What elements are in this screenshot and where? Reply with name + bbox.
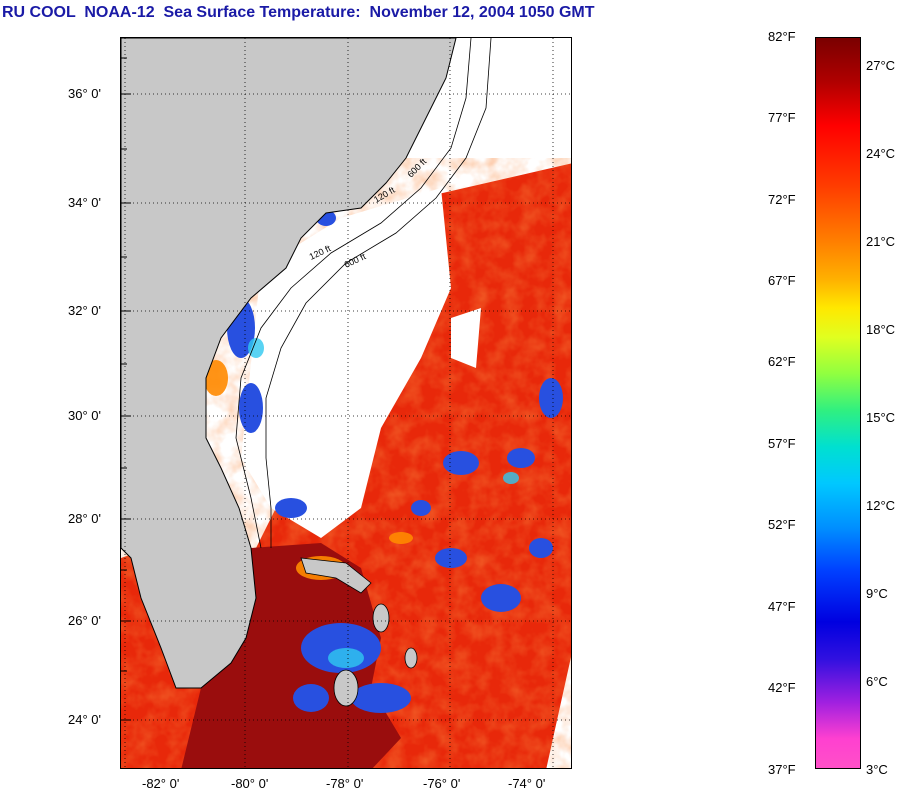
sst-map: 120 ft 600 ft 120 ft 600 ft [120,37,572,769]
celsius-label: 3°C [866,762,888,777]
lon-label: -76° 0' [423,776,461,791]
fahrenheit-label: 57°F [768,436,796,451]
fahrenheit-label: 47°F [768,599,796,614]
bahamas-islands [300,557,418,707]
fahrenheit-label: 67°F [768,273,796,288]
lat-label: 26° 0' [68,613,101,628]
graticule [121,38,571,768]
celsius-label: 21°C [866,234,896,249]
lat-label: 24° 0' [68,712,101,727]
cyan-patches [248,338,519,668]
fahrenheit-label: 52°F [768,517,796,532]
celsius-label: 12°C [866,498,896,513]
lat-label: 32° 0' [68,303,101,318]
celsius-label: 6°C [866,674,888,689]
lat-label: 28° 0' [68,511,101,526]
lon-label: -80° 0' [231,776,269,791]
lon-label: -74° 0' [508,776,546,791]
gulf-stream-region [181,543,401,768]
lat-label: 34° 0' [68,195,101,210]
fahrenheit-label: 62°F [768,354,796,369]
fahrenheit-label: 82°F [768,29,796,44]
land-mass [121,38,457,689]
fahrenheit-label: 37°F [768,762,796,777]
fahrenheit-label: 42°F [768,680,796,695]
celsius-label: 15°C [866,410,896,425]
depth-contours [235,38,492,549]
temperature-colorbar [815,37,861,769]
sst-map-canvas: 120 ft 600 ft 120 ft 600 ft [121,38,571,768]
lat-label: 36° 0' [68,86,101,101]
fahrenheit-label: 77°F [768,110,796,125]
lon-label: -82° 0' [142,776,180,791]
fahrenheit-label: 72°F [768,192,796,207]
celsius-label: 24°C [866,146,896,161]
celsius-label: 18°C [866,322,896,337]
celsius-label: 27°C [866,58,896,73]
lat-label: 30° 0' [68,408,101,423]
map-title: RU COOL NOAA-12 Sea Surface Temperature:… [2,4,595,21]
lat-ticks [121,57,131,721]
cloud-band [241,188,451,538]
lon-label: -78° 0' [326,776,364,791]
cloud-patch [451,308,481,368]
celsius-label: 9°C [866,586,888,601]
